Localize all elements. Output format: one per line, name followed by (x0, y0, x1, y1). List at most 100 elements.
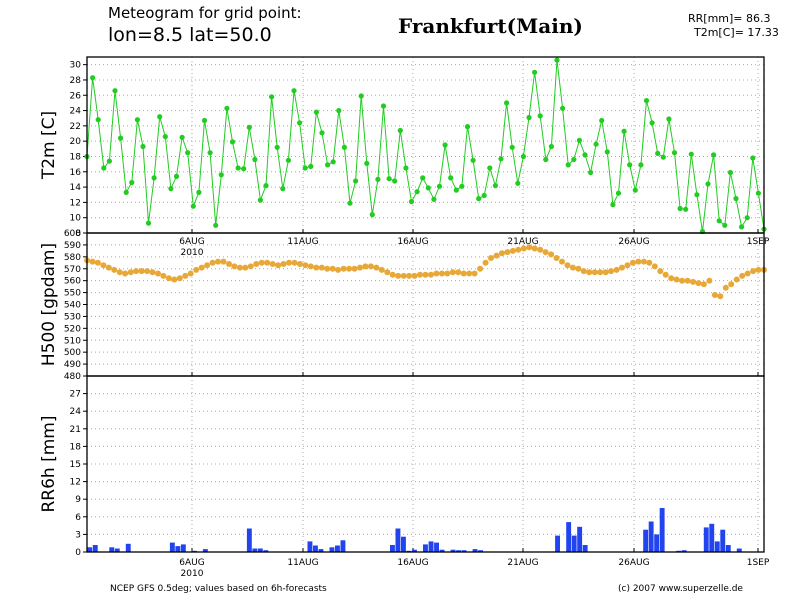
h500-data-point (291, 259, 298, 266)
h500-data-point (488, 255, 494, 261)
rr6h-bar (720, 529, 726, 552)
y-tick-label-h500: 490 (64, 360, 81, 370)
t2m-data-point (330, 159, 336, 165)
rr6h-bar (263, 550, 269, 552)
y-tick-label-t2m: 16 (70, 168, 82, 178)
h500-data-point (466, 270, 473, 277)
h500-data-point (700, 281, 707, 288)
h500-data-point (307, 263, 314, 270)
t2m-data-point (476, 196, 482, 202)
t2m-data-point (118, 135, 124, 141)
h500-data-point (187, 270, 194, 277)
rr6h-bar (472, 549, 478, 552)
h500-data-point (739, 272, 746, 279)
h500-data-point (548, 251, 555, 258)
t2m-data-point (106, 158, 112, 164)
x-tick-label: 21AUG (507, 237, 538, 247)
h500-data-point (335, 266, 342, 273)
y-tick-label-rr6h: 3 (75, 530, 81, 540)
h500-data-point (635, 258, 642, 265)
y-tick-label-t2m: 8 (75, 229, 81, 239)
rr6h-bar (450, 549, 456, 552)
t2m-data-point (604, 149, 610, 155)
t2m-data-point (576, 137, 583, 143)
rr6h-bar (681, 550, 687, 552)
t2m-data-point (688, 151, 694, 157)
t2m-data-point (722, 222, 728, 228)
h500-data-point (220, 258, 227, 265)
t2m-data-point (548, 143, 555, 150)
rr6h-bar (390, 545, 395, 552)
t2m-data-point (459, 183, 465, 189)
h500-data-point (133, 268, 140, 275)
h500-data-point (411, 272, 418, 279)
y-tick-label-t2m: 18 (70, 152, 82, 162)
h500-data-point (569, 264, 576, 271)
y-tick-label-t2m: 24 (70, 107, 82, 117)
rr6h-bar (318, 549, 324, 552)
header-title-line1: Meteogram for grid point: (108, 4, 302, 22)
h500-data-point (373, 264, 380, 271)
y-tick-label-rr6h: 27 (70, 390, 81, 400)
h500-data-point (673, 276, 680, 283)
h500-data-point (384, 269, 391, 276)
h500-data-point (204, 262, 211, 269)
h500-data-point (226, 261, 232, 267)
rr6h-bar (555, 535, 560, 552)
y-tick-label-rr6h: 24 (70, 407, 82, 417)
y-tick-label-h500: 570 (64, 265, 81, 275)
h500-data-point (351, 265, 358, 272)
h500-data-point (329, 265, 336, 272)
x-tick-label: 16AUG (397, 558, 428, 568)
h500-data-point (182, 272, 189, 279)
t2m-data-point (280, 186, 286, 192)
h500-data-point (296, 261, 303, 267)
h500-data-point (482, 259, 489, 266)
header-city-name: Frankfurt(Main) (398, 14, 583, 38)
h500-data-point (378, 266, 385, 273)
x-tick-label: 26AUG (618, 558, 649, 568)
y-tick-label-h500: 550 (64, 289, 81, 299)
t2m-data-point (537, 113, 543, 119)
h500-data-point (94, 259, 101, 266)
t2m-data-point (621, 128, 627, 134)
rr6h-bar (202, 549, 208, 552)
h500-data-point (367, 263, 374, 270)
h500-data-point (597, 269, 604, 276)
h500-data-point (247, 263, 254, 270)
t2m-data-point (151, 175, 157, 181)
h500-data-point (160, 272, 167, 279)
t2m-data-point (392, 178, 398, 184)
rr6h-bar (246, 528, 252, 552)
t2m-data-point (157, 114, 163, 120)
t2m-data-point (694, 192, 700, 198)
h500-data-point (149, 269, 156, 276)
h500-data-point (264, 259, 271, 266)
h500-data-point (477, 265, 484, 272)
t2m-data-point (464, 124, 471, 130)
t2m-data-point (498, 156, 504, 162)
h500-data-point (602, 269, 609, 276)
h500-data-point (122, 270, 129, 277)
y-tick-label-h500: 510 (64, 336, 81, 346)
h500-data-point (515, 246, 522, 253)
h500-data-point (744, 270, 751, 277)
rr6h-bar (313, 545, 318, 552)
h500-data-point (116, 269, 123, 276)
t2m-data-point (308, 163, 314, 169)
h500-data-point (100, 262, 107, 269)
y-tick-label-rr6h: 12 (70, 478, 81, 488)
h500-data-point (302, 262, 309, 269)
h500-data-point (209, 259, 216, 266)
h500-data-point (198, 264, 205, 271)
t2m-data-point (492, 183, 498, 189)
h500-data-point (253, 261, 260, 267)
t2m-data-point (386, 176, 392, 182)
t2m-data-point (755, 190, 762, 196)
rr6h-bar (340, 540, 346, 552)
t2m-data-point (347, 200, 353, 206)
t2m-data-point (358, 93, 364, 99)
h500-data-point (498, 250, 505, 257)
y-tick-label-t2m: 26 (70, 91, 82, 101)
t2m-data-point (235, 165, 241, 171)
